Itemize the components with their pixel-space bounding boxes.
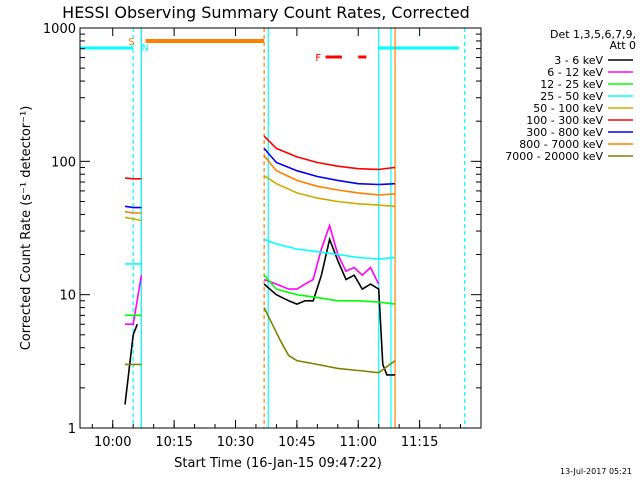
y-axis-ticks: 1 10 100 1000 [43, 22, 481, 437]
chart-title: HESSI Observing Summary Count Rates, Cor… [62, 3, 470, 22]
series-8 [124, 155, 396, 214]
legend-title-0: Det 1,3,5,6,7,9, [550, 28, 636, 41]
x-axis-label: Start Time (16-Jan-15 09:47:22) [174, 456, 382, 471]
legend-entry-9: 7000 - 20000 keV [505, 150, 603, 163]
series-8-segment-2 [263, 155, 396, 196]
series-2-segment-1 [125, 275, 143, 326]
series-5-segment-1 [124, 216, 142, 222]
x-tick-label-3: 10:45 [278, 435, 315, 450]
x-tick-label-5: 11:15 [401, 435, 438, 450]
series-2 [125, 222, 380, 326]
series-5 [124, 175, 396, 222]
series-4-segment-2 [263, 238, 396, 260]
series-2-segment-2 [263, 222, 380, 290]
series-6-segment-1 [124, 177, 142, 180]
y-tick-label-3: 1000 [43, 22, 76, 37]
series-8-segment-1 [124, 210, 142, 214]
legend-entry-2: 6 - 12 keV [547, 66, 603, 79]
series-7-segment-2 [263, 147, 396, 186]
series-4 [125, 238, 396, 265]
x-axis-ticks: 10:00 10:15 10:30 10:45 11:00 11:15 [91, 28, 482, 450]
y-tick-label-2: 100 [51, 155, 76, 170]
series-9-segment-2 [263, 307, 396, 374]
series-9 [125, 307, 396, 374]
legend-entry-6: 100 - 300 keV [526, 114, 603, 127]
annotation-f: F [315, 53, 321, 64]
series-lines [124, 135, 396, 405]
x-tick-label-0: 10:00 [94, 435, 131, 450]
series-1-segment-1 [124, 323, 139, 405]
observation-bands [80, 39, 459, 59]
series-7-segment-1 [124, 205, 142, 209]
footer-date: 13-Jul-2017 05:21 [560, 467, 632, 476]
y-tick-label-0: 1 [68, 422, 76, 437]
legend-entry-4: 25 - 50 keV [540, 90, 603, 103]
legend-entry-1: 3 - 6 keV [554, 54, 603, 67]
legend-entry-8: 800 - 7000 keV [519, 138, 603, 151]
legend-entry-5: 50 - 100 keV [533, 102, 603, 115]
series-5-segment-2 [263, 175, 396, 208]
plot-frame [79, 27, 482, 429]
x-tick-label-4: 11:00 [340, 435, 377, 450]
series-6-segment-2 [263, 135, 396, 171]
series-7 [124, 147, 396, 209]
y-axis-label: Corrected Count Rate (s⁻¹ detector⁻¹) [19, 106, 34, 351]
legend-entry-7: 300 - 800 keV [526, 126, 603, 139]
series-3 [125, 274, 396, 317]
vertical-markers [132, 28, 466, 428]
series-1 [124, 236, 396, 405]
x-tick-label-2: 10:30 [217, 435, 254, 450]
series-6 [124, 135, 396, 180]
x-tick-label-1: 10:15 [155, 435, 192, 450]
legend-title-1: Att 0 [610, 39, 636, 52]
series-3-segment-2 [263, 274, 396, 305]
annotations: SN F [128, 37, 321, 64]
annotation-n: N [141, 43, 148, 54]
series-1-segment-2 [263, 236, 396, 376]
annotation-s: S [128, 37, 134, 48]
legend-entry-3: 12 - 25 keV [540, 78, 603, 91]
y-tick-label-1: 10 [59, 289, 76, 304]
